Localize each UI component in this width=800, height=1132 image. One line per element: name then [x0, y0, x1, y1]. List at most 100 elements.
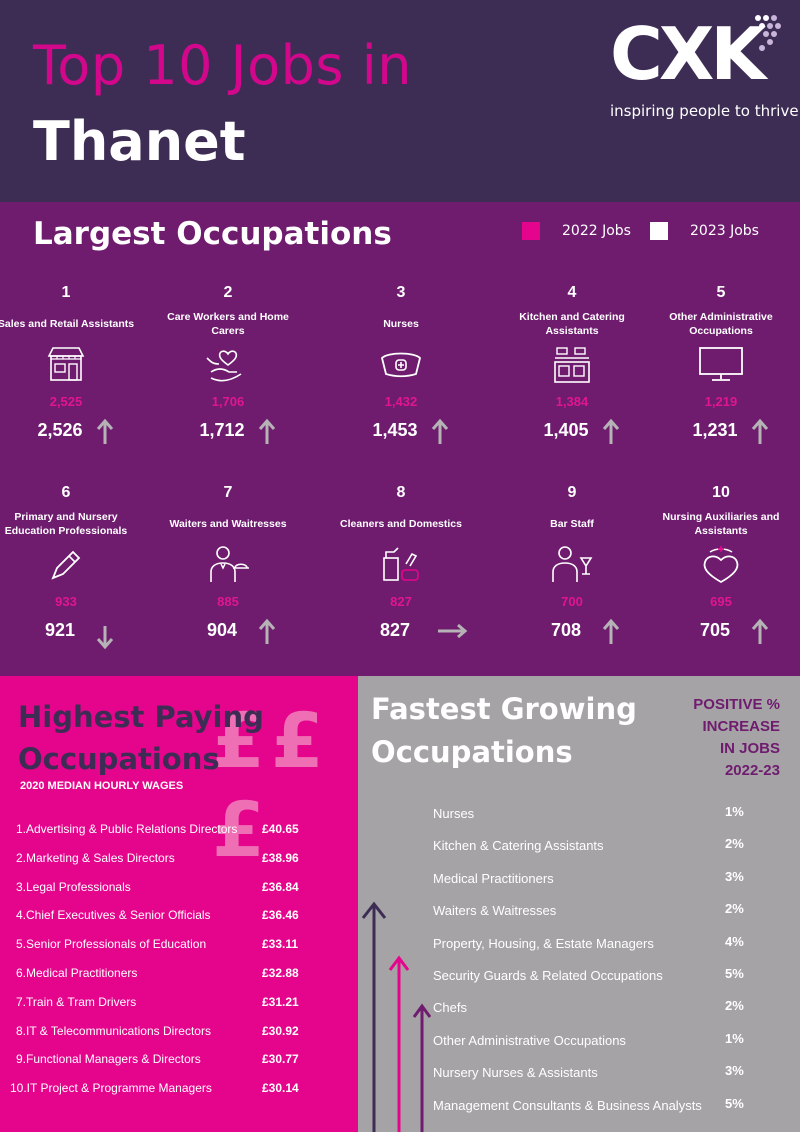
cleaning-supplies-icon — [383, 547, 419, 581]
growth-percent: 1% — [725, 1030, 744, 1046]
wage-row: 7.Train & Tram Drivers £31.21 — [16, 995, 306, 1015]
occupation-rank: 5 — [716, 284, 726, 301]
jobs-2023-value: 1,231 — [692, 420, 738, 440]
legend-swatch-2022 — [522, 222, 540, 240]
growth-percent: 1% — [725, 804, 744, 819]
wage-row: 1.Advertising & Public Relations Directo… — [16, 822, 306, 842]
jobs-2023-value: 705 — [699, 620, 731, 640]
trend-up-arrow-icon — [602, 418, 620, 444]
trend-flat-arrow-icon — [438, 623, 468, 639]
nurse-cap-icon — [381, 352, 421, 378]
waiter-icon — [210, 546, 249, 582]
trend-up-arrow-icon — [96, 418, 114, 444]
growth-occupation-name: Other Administrative Occupations — [433, 1032, 626, 1048]
occupation-name: Bar Staff — [550, 518, 594, 530]
jobs-2023-value: 708 — [550, 620, 582, 640]
growth-occupation-name: Property, Housing, & Estate Managers — [433, 935, 654, 951]
occupation-card: 9 Bar Staff 700 708 — [497, 484, 647, 654]
section-subtitle: 2020 MEDIAN HOURLY WAGES — [20, 780, 184, 792]
occupation-card: 1 Sales and Retail Assistants 2,525 2,526 — [0, 284, 141, 454]
trend-down-arrow-icon — [96, 626, 114, 650]
jobs-2022-value: 1,384 — [555, 394, 589, 409]
wage-row: 3.Legal Professionals £36.84 — [16, 880, 306, 900]
growth-row: Kitchen & Catering Assistants 2% — [433, 836, 783, 860]
page-title-line1: Top 10 Jobs in — [33, 34, 412, 97]
jobs-2023-value: 2,526 — [37, 420, 83, 440]
growth-note-line: POSITIVE % — [693, 696, 780, 713]
occupation-rank: 7 — [223, 484, 233, 501]
section-title: Fastest Growing Occupations — [371, 688, 637, 774]
jobs-2022-value: 2,525 — [49, 394, 83, 409]
jobs-2022-value: 885 — [217, 594, 239, 609]
bartender-icon — [552, 546, 593, 582]
section-title: Largest Occupations — [33, 216, 392, 252]
occupation-card: 6 Primary and Nursery Education Professio… — [0, 484, 141, 654]
wage-row: 8.IT & Telecommunications Directors £30.9… — [16, 1024, 306, 1044]
growth-occupation-name: Medical Practitioners — [433, 870, 554, 886]
wage-occupation-name: 4.Chief Executives & Senior Officials — [16, 908, 211, 923]
wage-occupation-name: 1.Advertising & Public Relations Directo… — [16, 822, 238, 836]
growth-occupation-name: Security Guards & Related Occupations — [433, 968, 663, 983]
jobs-2023-value: 827 — [379, 620, 411, 640]
monitor-icon — [699, 347, 743, 381]
legend-swatch-2023 — [650, 222, 668, 240]
jobs-2023-value: 1,405 — [543, 420, 589, 440]
wage-occupation-name: 3.Legal Professionals — [16, 879, 131, 894]
wage-row: 6.Medical Practitioners £32.88 — [16, 966, 306, 986]
wage-row: 9.Functional Managers & Directors £30.77 — [16, 1052, 306, 1072]
occupation-name: Nurses — [383, 318, 419, 330]
wage-value: £31.21 — [262, 994, 299, 1009]
growth-occupation-name: Management Consultants & Business Analys… — [433, 1097, 702, 1113]
occupation-card: 4 Kitchen and Catering Assistants 1,384 1,4… — [497, 284, 647, 454]
growth-row: Chefs 2% — [433, 998, 783, 1022]
growth-row: Other Administrative Occupations 1% — [433, 1030, 783, 1055]
wage-value: £32.88 — [262, 966, 299, 980]
wage-value: £36.84 — [262, 879, 299, 894]
growth-row: Nursery Nurses & Assistants 3% — [433, 1063, 783, 1087]
legend-label-2022: 2022 Jobs — [562, 223, 631, 239]
kitchen-icon — [554, 347, 590, 383]
occupation-rank: 8 — [396, 484, 406, 501]
wage-value: £36.46 — [262, 908, 299, 923]
wage-occupation-name: 5.Senior Professionals of Education — [16, 937, 207, 952]
wage-occupation-name: 9.Functional Managers & Directors — [16, 1052, 201, 1067]
growth-arrows-icon — [361, 901, 432, 1132]
jobs-2023-value: 1,453 — [372, 420, 418, 440]
occupation-rank: 3 — [396, 284, 406, 301]
wage-occupation-name: 8.IT & Telecommunications Directors — [16, 1023, 211, 1038]
occupation-card: 5 Other Administrative Occupations 1,219 1,… — [646, 284, 796, 454]
pencil-icon — [51, 550, 81, 580]
section-title-line2: Occupations — [371, 735, 573, 769]
header-banner: Top 10 Jobs in Thanet CXK inspiring peop… — [0, 0, 800, 202]
cxk-logo: CXK inspiring people to thrive — [606, 12, 799, 124]
growth-percent: 2% — [725, 901, 744, 917]
occupation-card: 7 Waiters and Waitresses 885 904 — [153, 484, 303, 654]
shop-icon — [47, 347, 85, 381]
jobs-2022-value: 695 — [710, 594, 732, 609]
growth-row: Security Guards & Related Occupations 5% — [433, 966, 783, 990]
occupation-name: Primary and Nursery Education Profession… — [4, 511, 128, 537]
trend-up-arrow-icon — [258, 418, 276, 444]
occupation-card: 10 Nursing Auxiliaries and Assistants 695 7… — [646, 484, 796, 654]
occupation-name: Nursing Auxiliaries and Assistants — [662, 511, 780, 537]
section-title: Highest Paying Occupations — [18, 696, 264, 780]
wage-value: £30.14 — [262, 1081, 299, 1096]
logo-wordmark: CXK — [610, 12, 766, 96]
occupation-rank: 10 — [712, 484, 730, 501]
wage-value: £40.65 — [262, 822, 299, 836]
wage-value: £30.92 — [262, 1023, 299, 1038]
wage-row: 5.Senior Professionals of Education £33.1… — [16, 937, 306, 957]
jobs-2022-value: 700 — [561, 594, 583, 609]
section-title-line2: Occupations — [18, 742, 220, 776]
wage-occupation-name: 7.Train & Tram Drivers — [16, 994, 137, 1009]
highest-paying-section: £££ Highest Paying Occupations 2020 MEDI… — [0, 676, 358, 1132]
growth-note-line: INCREASE — [702, 718, 780, 735]
wage-occupation-name: 10.IT Project & Programme Managers — [10, 1081, 212, 1096]
nurse-heart-icon — [703, 546, 739, 584]
occupation-name: Care Workers and Home Carers — [167, 311, 289, 337]
trend-up-arrow-icon — [431, 418, 449, 444]
occupation-name: Waiters and Waitresses — [169, 518, 287, 530]
wage-occupation-name: 6.Medical Practitioners — [16, 966, 138, 980]
logo-dots-icon — [755, 15, 781, 51]
largest-occupations-section: Largest Occupations 2022 Jobs 2023 Jobs … — [0, 202, 800, 676]
